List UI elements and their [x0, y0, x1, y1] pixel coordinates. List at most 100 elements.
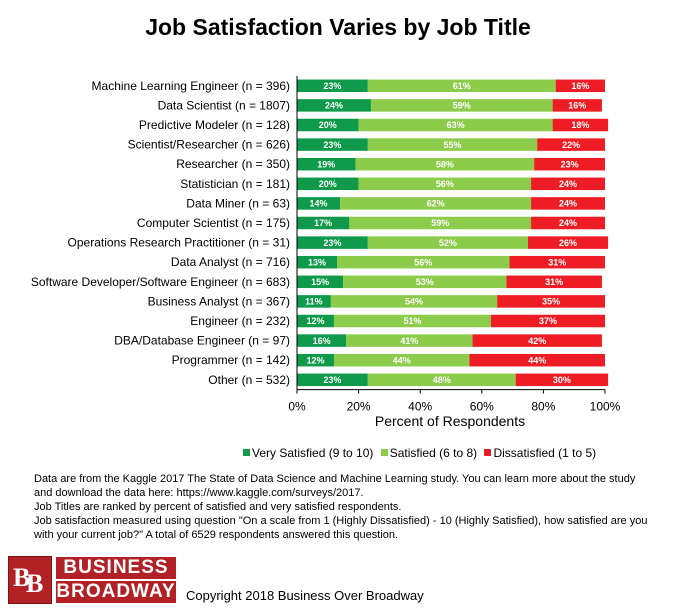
bar-segment-satisfied-6-to-8-other-n-532	[367, 373, 516, 387]
data-label-dissatisfied-1-to-5-engineer-n-232: 37%	[539, 316, 557, 326]
bar-segment-very-satisfied-9-to-10-data-analyst-n-716	[297, 255, 338, 269]
data-label-dissatisfied-1-to-5-scientist-researcher-n-626: 22%	[562, 140, 580, 150]
x-tick-label: 100%	[590, 400, 621, 414]
category-label-scientist-researcher-n-626: Scientist/Researcher (n = 626)	[128, 138, 290, 152]
bar-segment-very-satisfied-9-to-10-programmer-n-142	[297, 353, 334, 367]
data-label-very-satisfied-9-to-10-data-miner-n-63: 14%	[310, 199, 328, 209]
bar-segment-very-satisfied-9-to-10-scientist-researcher-n-626	[297, 138, 368, 151]
stacked-bar-chart: 23% 61% 16% 24% 59% 16% 20% 63% 18% 23% 55% 22% 19% 5…	[31, 76, 621, 429]
data-label-satisfied-6-to-8-programmer-n-142: 44%	[393, 355, 411, 365]
category-label-machine-learning-engineer-n-396: Machine Learning Engineer (n = 396)	[92, 79, 290, 93]
data-label-very-satisfied-9-to-10-researcher-n-350: 19%	[317, 159, 335, 169]
data-label-satisfied-6-to-8-predictive-modeler-n-128: 63%	[447, 120, 465, 130]
data-label-dissatisfied-1-to-5-dba-database-engineer-n-97: 42%	[528, 336, 546, 346]
bar-segment-satisfied-6-to-8-operations-research-practitioner-n-31	[367, 236, 528, 249]
data-label-very-satisfied-9-to-10-machine-learning-engineer-n-396: 23%	[323, 81, 341, 91]
bar-segment-satisfied-6-to-8-computer-scientist-n-175	[349, 216, 532, 230]
bar-segment-dissatisfied-1-to-5-operations-research-practitioner-n-31	[528, 236, 609, 249]
bar-segment-very-satisfied-9-to-10-predictive-modeler-n-128	[297, 118, 359, 132]
bar-segment-very-satisfied-9-to-10-engineer-n-232	[297, 314, 334, 328]
bar-segment-dissatisfied-1-to-5-predictive-modeler-n-128	[552, 118, 609, 132]
data-label-satisfied-6-to-8-statistician-n-181: 56%	[436, 179, 454, 189]
data-label-satisfied-6-to-8-computer-scientist-n-175: 59%	[431, 218, 449, 228]
x-tick-label: 60%	[470, 400, 494, 414]
category-label-business-analyst-n-367: Business Analyst (n = 367)	[148, 294, 290, 308]
note-source: Data are from the Kaggle 2017 The State …	[34, 473, 636, 499]
data-label-very-satisfied-9-to-10-dba-database-engineer-n-97: 16%	[313, 336, 331, 346]
data-label-satisfied-6-to-8-business-analyst-n-367: 54%	[405, 297, 423, 307]
data-label-very-satisfied-9-to-10-operations-research-practitioner-n-31: 23%	[323, 238, 341, 248]
data-label-dissatisfied-1-to-5-data-miner-n-63: 24%	[559, 199, 577, 209]
data-label-very-satisfied-9-to-10-scientist-researcher-n-626: 23%	[323, 140, 341, 150]
bar-segment-very-satisfied-9-to-10-business-analyst-n-367	[297, 295, 331, 308]
bar-segment-satisfied-6-to-8-predictive-modeler-n-128	[358, 118, 553, 132]
data-label-very-satisfied-9-to-10-programmer-n-142: 12%	[306, 355, 324, 365]
bar-segment-dissatisfied-1-to-5-engineer-n-232	[491, 314, 605, 328]
legend-swatch-satisfied	[380, 449, 388, 456]
data-label-satisfied-6-to-8-data-analyst-n-716: 56%	[414, 257, 432, 267]
category-label-engineer-n-232: Engineer (n = 232)	[190, 314, 290, 328]
bar-segment-dissatisfied-1-to-5-scientist-researcher-n-626	[537, 138, 605, 151]
logo-word-broadway: BROADWAY	[56, 581, 176, 603]
x-axis-title: Percent of Respondents	[375, 413, 525, 429]
category-label-statistician-n-181: Statistician (n = 181)	[180, 177, 290, 191]
bar-segment-satisfied-6-to-8-scientist-researcher-n-626	[367, 138, 538, 151]
bar-segment-very-satisfied-9-to-10-dba-database-engineer-n-97	[297, 334, 347, 347]
bar-segment-dissatisfied-1-to-5-data-miner-n-63	[531, 197, 605, 210]
category-label-computer-scientist-n-175: Computer Scientist (n = 175)	[137, 216, 290, 230]
category-label-data-scientist-n-1807: Data Scientist (n = 1807)	[158, 98, 290, 112]
data-label-very-satisfied-9-to-10-data-analyst-n-716: 13%	[308, 257, 326, 267]
x-tick-label: 0%	[288, 400, 306, 414]
data-label-satisfied-6-to-8-researcher-n-350: 58%	[436, 159, 454, 169]
data-label-satisfied-6-to-8-engineer-n-232: 51%	[403, 316, 421, 326]
data-label-very-satisfied-9-to-10-computer-scientist-n-175: 17%	[314, 218, 332, 228]
category-label-programmer-n-142: Programmer (n = 142)	[172, 353, 290, 367]
category-label-data-miner-n-63: Data Miner (n = 63)	[186, 196, 290, 210]
bar-segment-satisfied-6-to-8-data-miner-n-63	[340, 197, 532, 210]
note-ranking: Job Titles are ranked by percent of sati…	[34, 501, 402, 513]
bar-segment-very-satisfied-9-to-10-operations-research-practitioner-n-31	[297, 236, 368, 249]
legend-label-dissatisfied: Dissatisfied (1 to 5)	[493, 446, 597, 460]
bar-segment-satisfied-6-to-8-programmer-n-142	[333, 353, 470, 367]
x-tick-label: 80%	[531, 400, 555, 414]
legend-swatch-very-satisfied	[243, 449, 250, 456]
legend-item-satisfied: Satisfied (6 to 8)	[380, 446, 478, 460]
bar-segment-satisfied-6-to-8-business-analyst-n-367	[330, 295, 498, 308]
category-label-other-n-532: Other (n = 532)	[208, 373, 290, 387]
bar-segment-very-satisfied-9-to-10-computer-scientist-n-175	[297, 216, 350, 230]
legend-label-very-satisfied: Very Satisfied (9 to 10)	[252, 446, 374, 460]
source-notes: Data are from the Kaggle 2017 The State …	[34, 472, 654, 542]
logo-word-business: BUSINESS	[56, 557, 176, 579]
data-label-satisfied-6-to-8-scientist-researcher-n-626: 55%	[444, 140, 462, 150]
data-label-very-satisfied-9-to-10-software-developer-software-engineer-n-683: 15%	[311, 277, 329, 287]
chart-title: Job Satisfaction Varies by Job Title	[145, 14, 531, 40]
bar-segment-satisfied-6-to-8-machine-learning-engineer-n-396	[367, 79, 556, 93]
bar-segment-satisfied-6-to-8-engineer-n-232	[333, 314, 492, 328]
bar-segment-satisfied-6-to-8-dba-database-engineer-n-97	[346, 334, 473, 347]
data-label-very-satisfied-9-to-10-statistician-n-181: 20%	[319, 179, 337, 189]
data-label-satisfied-6-to-8-data-miner-n-63: 62%	[427, 199, 445, 209]
data-label-dissatisfied-1-to-5-other-n-532: 30%	[553, 375, 571, 385]
business-broadway-logo: B B BUSINESS BROADWAY	[8, 556, 176, 604]
data-label-satisfied-6-to-8-data-scientist-n-1807: 59%	[453, 101, 471, 111]
bar-segment-dissatisfied-1-to-5-other-n-532	[515, 373, 609, 387]
legend-label-satisfied: Satisfied (6 to 8)	[389, 446, 478, 460]
category-label-operations-research-practitioner-n-31: Operations Research Practitioner (n = 31…	[68, 236, 290, 250]
x-axis-ticks: 0% 20% 40% 60% 80% 100%	[288, 76, 621, 414]
bar-segment-dissatisfied-1-to-5-machine-learning-engineer-n-396	[555, 79, 605, 93]
category-label-dba-database-engineer-n-97: DBA/Database Engineer (n = 97)	[114, 334, 290, 348]
data-label-very-satisfied-9-to-10-predictive-modeler-n-128: 20%	[319, 120, 337, 130]
data-label-very-satisfied-9-to-10-other-n-532: 23%	[323, 375, 341, 385]
bar-segment-very-satisfied-9-to-10-machine-learning-engineer-n-396	[297, 79, 368, 93]
data-label-dissatisfied-1-to-5-programmer-n-142: 44%	[528, 355, 546, 365]
data-label-dissatisfied-1-to-5-business-analyst-n-367: 35%	[542, 297, 560, 307]
legend: Very Satisfied (9 to 10) Satisfied (6 to…	[243, 446, 600, 460]
bar-segment-dissatisfied-1-to-5-computer-scientist-n-175	[531, 216, 605, 230]
data-label-very-satisfied-9-to-10-business-analyst-n-367: 11%	[305, 297, 323, 307]
x-tick-label: 40%	[408, 400, 432, 414]
category-label-researcher-n-350: Researcher (n = 350)	[176, 157, 290, 171]
legend-item-dissatisfied: Dissatisfied (1 to 5)	[484, 446, 596, 460]
data-label-satisfied-6-to-8-operations-research-practitioner-n-31: 52%	[439, 238, 457, 248]
category-label-data-analyst-n-716: Data Analyst (n = 716)	[171, 255, 290, 269]
note-question: Job satisfaction measured using question…	[34, 515, 648, 541]
